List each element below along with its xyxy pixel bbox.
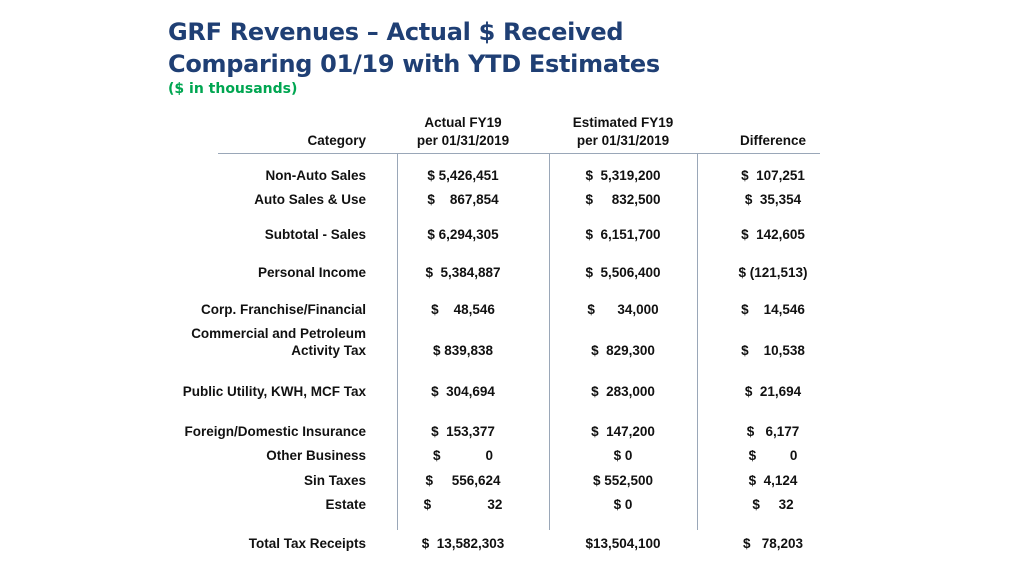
row-difference: $ 14,546 [741,302,805,317]
row-estimated: $ 0 [613,497,633,512]
row-actual: $ 0 [432,448,494,463]
row-difference: $ 10,538 [741,343,805,358]
row-estimated: $ 5,506,400 [585,265,661,280]
row-difference: $ 4,124 [748,473,798,488]
row-estimated: $ 147,200 [591,424,655,439]
row-difference: $ 21,694 [744,384,802,399]
row-estimated: $ 829,300 [591,343,655,358]
row-estimated: $ 5,319,200 [585,168,661,183]
row-actual: $ 5,426,451 [427,168,499,183]
header-category: Category [307,133,366,148]
row-estimated: $13,504,100 [585,536,661,551]
row-estimated: $ 552,500 [592,473,654,488]
row-actual: $ 839,838 [432,343,494,358]
row-category: Estate [325,497,366,512]
row-actual: $ 32 [423,497,503,512]
column-divider-2 [549,153,550,530]
header-rule [218,153,820,154]
row-difference: $ 142,605 [741,227,805,242]
row-actual: $ 556,624 [425,473,501,488]
row-difference: $ 6,177 [746,424,800,439]
row-estimated: $ 283,000 [591,384,655,399]
row-category: Sin Taxes [303,473,366,488]
row-actual: $ 5,384,887 [425,265,501,280]
row-actual: $ 867,854 [427,192,499,207]
row-difference: $ 32 [752,497,794,512]
row-actual: $ 6,294,305 [427,227,499,242]
column-divider-1 [397,153,398,530]
row-difference: $ 107,251 [741,168,805,183]
header-actual-line1: Actual FY19 [424,115,502,130]
row-category: Commercial and Petroleum [191,326,366,341]
row-category: Public Utility, KWH, MCF Tax [182,384,366,399]
row-category: Corp. Franchise/Financial [200,302,366,317]
row-actual: $ 48,546 [431,302,495,317]
row-actual: $ 13,582,303 [421,536,505,551]
row-estimated: $ 34,000 [587,302,659,317]
row-category: Personal Income [257,265,366,280]
page-title: GRF Revenues – Actual $ Received Compari… [168,16,660,80]
column-divider-3 [697,153,698,530]
row-estimated: $ 0 [613,448,633,463]
title-line-2: Comparing 01/19 with YTD Estimates [168,50,660,78]
row-category: Foreign/Domestic Insurance [184,424,366,439]
row-category-line2: Activity Tax [291,343,366,358]
row-difference: $ 0 [748,448,798,463]
row-actual: $ 153,377 [431,424,495,439]
row-category: Total Tax Receipts [248,536,366,551]
header-estimated-line1: Estimated FY19 [572,115,674,130]
subtitle-units: ($ in thousands) [168,81,298,97]
row-difference: $ 78,203 [742,536,804,551]
row-estimated: $ 6,151,700 [585,227,661,242]
header-difference: Difference [739,133,807,148]
header-estimated-line2: per 01/31/2019 [576,133,670,148]
row-category: Other Business [266,448,366,463]
row-difference: $ (121,513) [738,265,808,280]
header-actual-line2: per 01/31/2019 [416,133,510,148]
row-difference: $ 35,354 [744,192,802,207]
title-line-1: GRF Revenues – Actual $ Received [168,18,624,46]
row-category: Auto Sales & Use [254,192,366,207]
row-category: Subtotal - Sales [264,227,366,242]
row-category: Non-Auto Sales [265,168,366,183]
row-estimated: $ 832,500 [585,192,661,207]
row-actual: $ 304,694 [431,384,495,399]
